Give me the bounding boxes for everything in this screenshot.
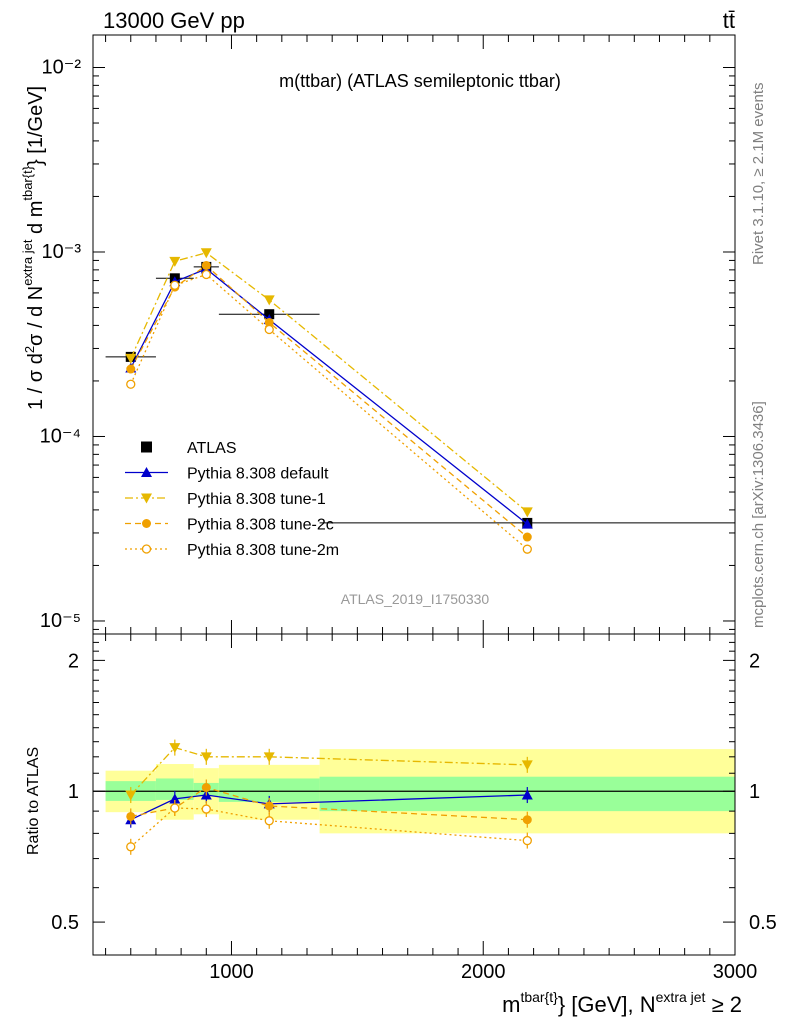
ratio-point (126, 811, 136, 821)
ratio-point (522, 815, 532, 825)
ratio-point (169, 793, 181, 804)
data-point (126, 364, 136, 374)
legend-label: ATLAS (187, 440, 237, 457)
legend-marker (141, 493, 152, 504)
main-y-tick-label: 10⁻² (42, 56, 82, 78)
ratio-point (201, 804, 211, 814)
ratio-point (169, 743, 181, 754)
x-tick-label: 1000 (209, 961, 254, 983)
ratio-y-tick-label: 2 (68, 650, 79, 672)
analysis-id-label: ATLAS_2019_I1750330 (341, 591, 490, 607)
ratio-point (125, 790, 137, 801)
data-point (263, 295, 275, 306)
data-point (126, 379, 136, 389)
legend-marker (142, 519, 151, 528)
ratio-y-tick-label-right: 0.5 (749, 912, 777, 934)
data-point (522, 544, 532, 554)
ratio-point (521, 760, 533, 771)
mcplots-label: mcplots.cern.ch [arXiv:1306.3436] (750, 401, 767, 628)
data-point (264, 324, 274, 335)
ratio-point (200, 752, 212, 763)
ratio-point (264, 816, 274, 826)
legend-label: Pythia 8.308 tune-2c (187, 517, 334, 534)
legend-marker (141, 441, 152, 453)
plot-title: m(ttbar) (ATLAS semileptonic ttbar) (279, 71, 561, 91)
legend-marker (141, 544, 152, 554)
ratio-y-tick-label-right: 1 (749, 781, 760, 803)
legend: ATLAS Pythia 8.308 default Pythia 8.308 tu… (125, 440, 339, 559)
header-left-label: 13000 GeV pp (103, 8, 245, 33)
main-y-tick-label: 10⁻³ (42, 241, 82, 263)
legend-label: Pythia 8.308 tune-1 (187, 491, 326, 508)
x-tick-label: 3000 (713, 961, 758, 983)
data-point (264, 317, 274, 327)
ratio-point (521, 789, 533, 800)
ratio-point (126, 842, 136, 852)
data-point (170, 280, 180, 290)
data-point (200, 248, 212, 259)
uncertainty-band-green (218, 778, 320, 802)
ratio-point (201, 782, 211, 792)
series-line-1 (130, 268, 528, 525)
data-point (125, 353, 137, 364)
data-point (521, 518, 533, 529)
ratio-point (522, 835, 532, 846)
ratio-point (170, 803, 180, 813)
rivet-label: Rivet 3.1.10, ≥ 2.1M events (750, 83, 767, 266)
legend-label: Pythia 8.308 default (187, 466, 329, 483)
data-point (201, 260, 211, 270)
ratio-point (263, 752, 275, 763)
ratio-plot-area: 0.5 0.5 1 1 2 2 1000 2000 3000 (51, 633, 777, 983)
legend-marker (141, 467, 152, 477)
main-y-tick-label: 10⁻⁵ (40, 610, 81, 632)
data-point (169, 256, 181, 267)
ratio-y-tick-label: 1 (68, 781, 79, 803)
ratio-y-axis-title: Ratio to ATLAS (25, 747, 42, 855)
main-plot-area: 10⁻⁵ 10⁻⁴ 10⁻³ 10⁻² (40, 34, 736, 635)
ratio-y-tick-label-right: 2 (749, 650, 760, 672)
x-tick-label: 2000 (461, 961, 506, 983)
data-point (201, 269, 211, 280)
main-y-tick-label: 10⁻⁴ (40, 425, 81, 447)
header-right-label: tt̄ (723, 8, 735, 33)
data-point (521, 507, 533, 518)
legend-label: Pythia 8.308 tune-2m (187, 542, 339, 559)
ratio-y-tick-label: 0.5 (51, 912, 79, 934)
uncertainty-band-green (155, 778, 194, 800)
data-point (522, 532, 532, 542)
ratio-point (264, 801, 274, 811)
ratio-plot-frame (92, 633, 736, 956)
x-axis-title: mtbar{t}} [GeV], Nextra jet ≥ 2 (502, 989, 742, 1017)
